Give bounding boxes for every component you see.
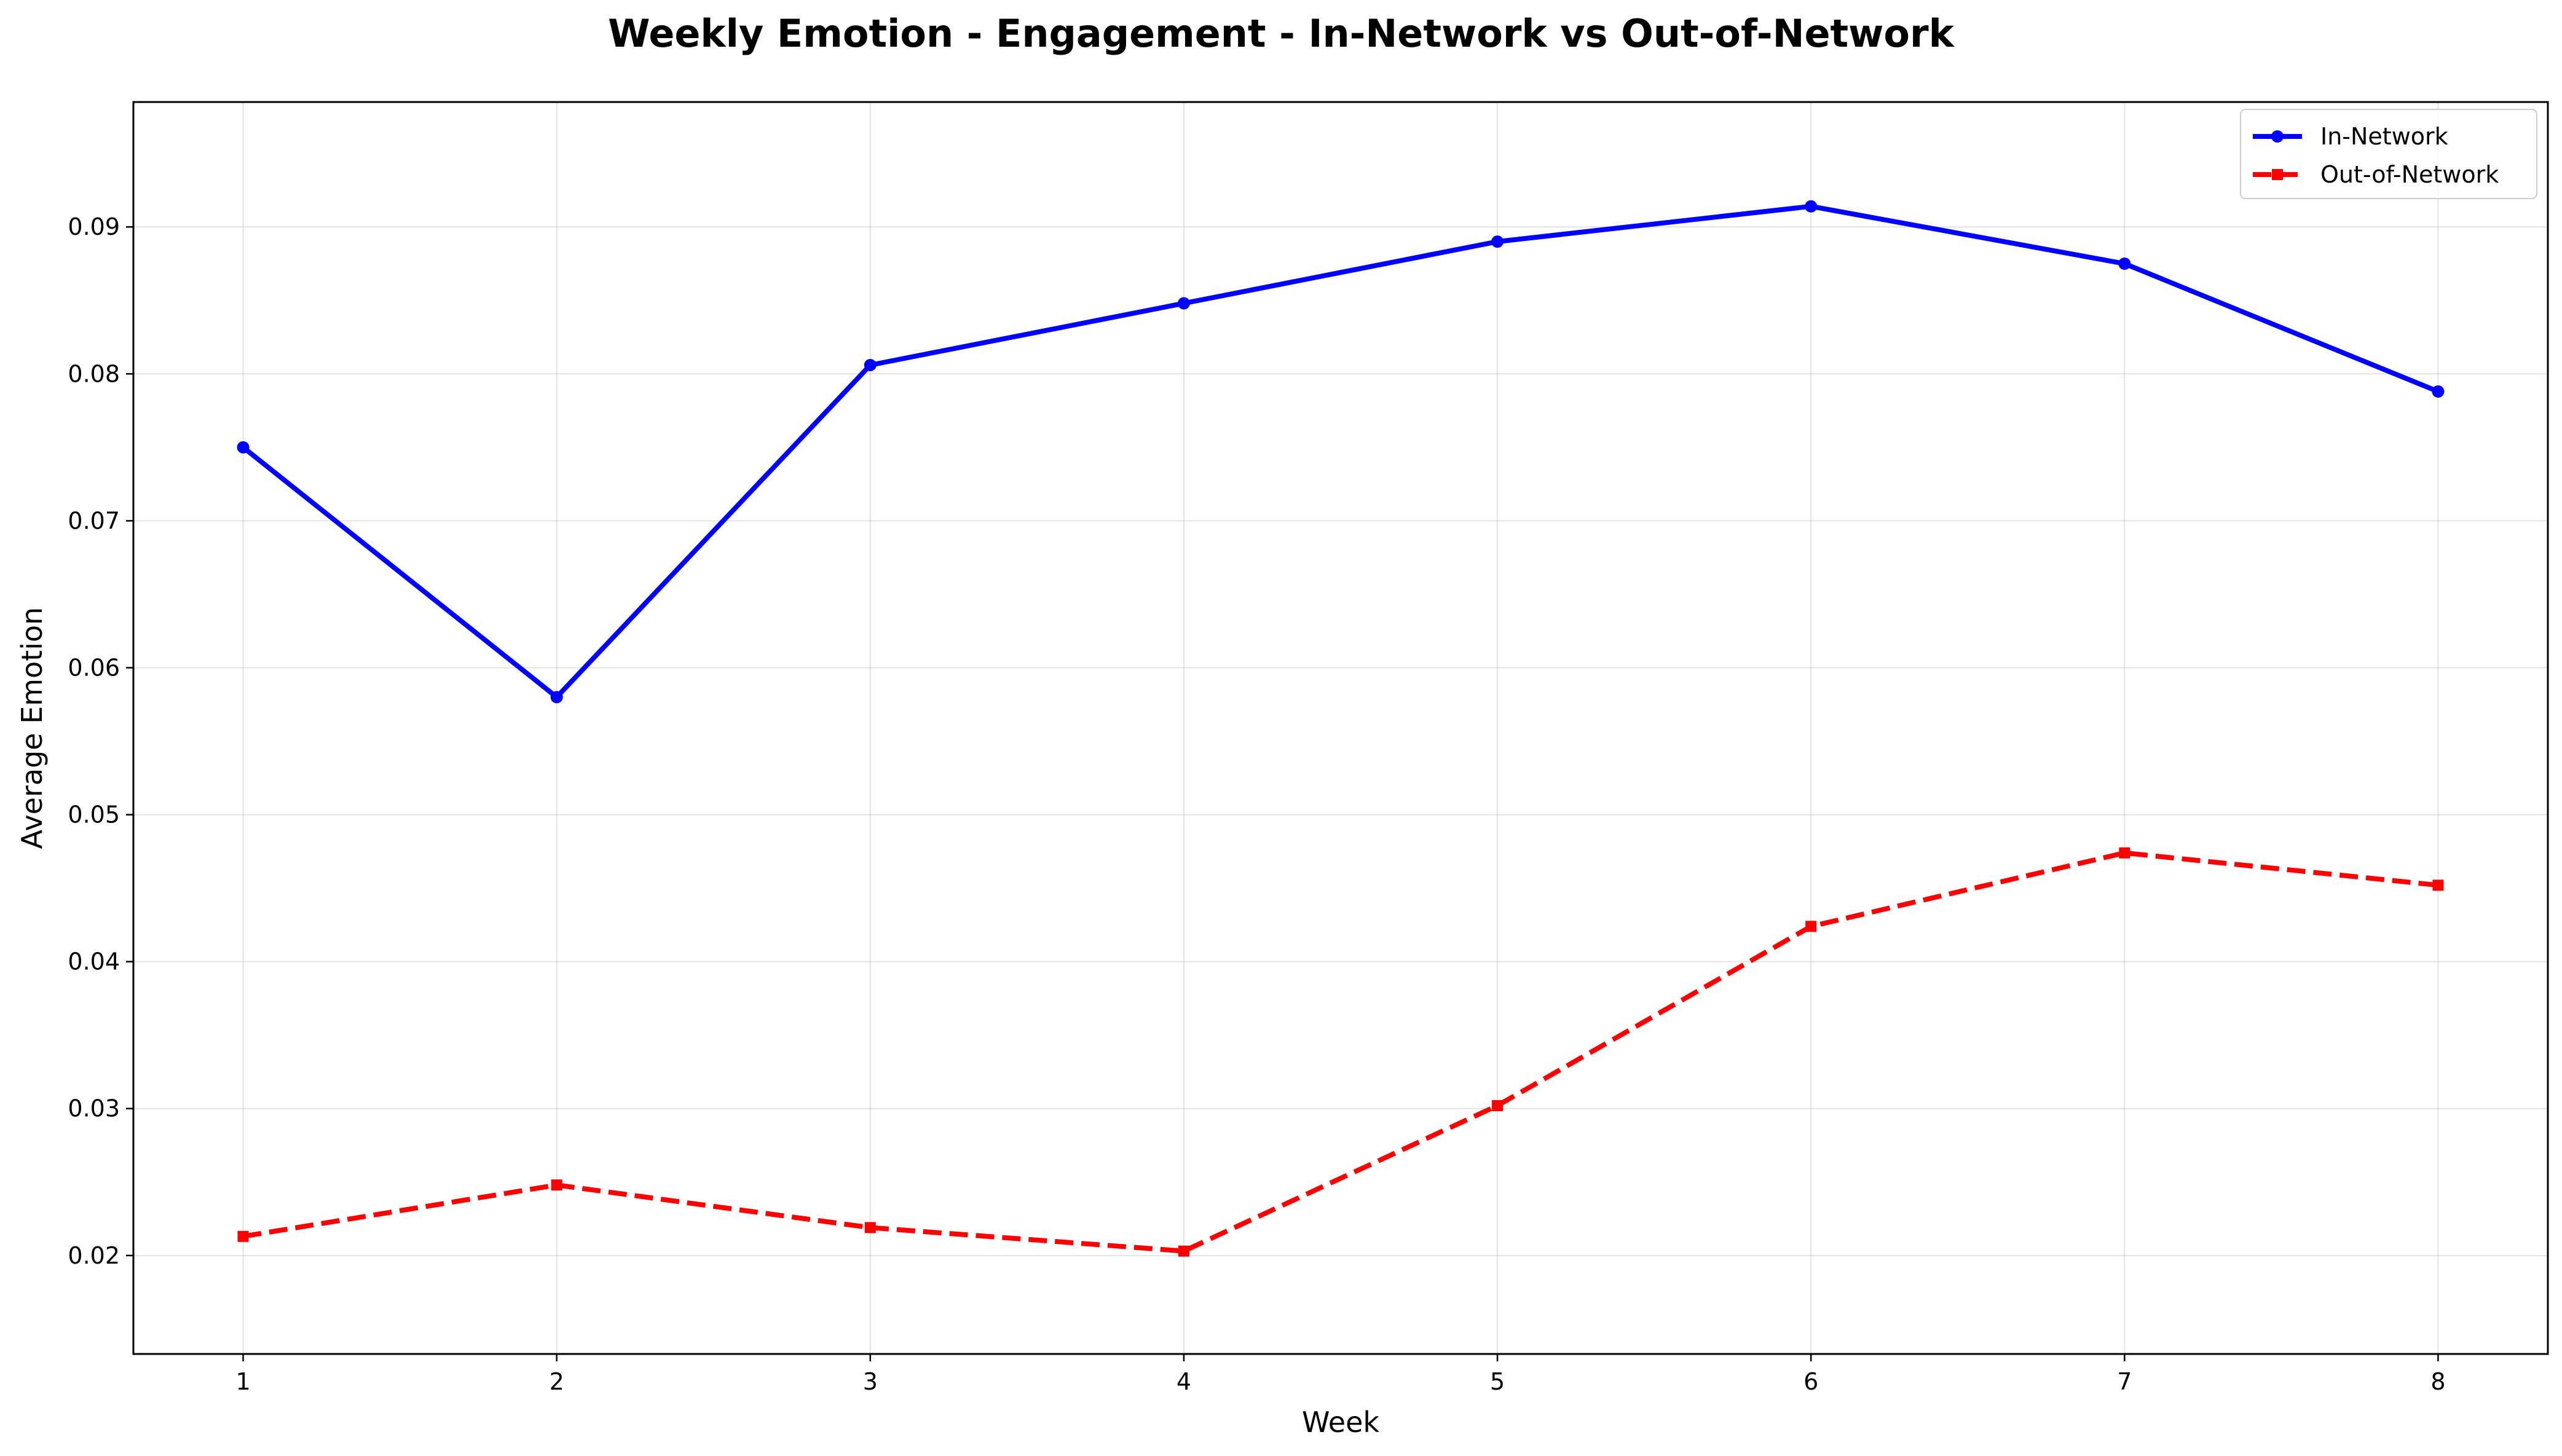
plot-frame <box>132 101 2549 1355</box>
data-point-in-network <box>237 441 250 454</box>
y-tick-label: 0.05 <box>68 801 120 828</box>
y-tick-label: 0.06 <box>68 654 120 681</box>
data-point-out-of-network <box>864 1222 876 1234</box>
y-tick-label: 0.02 <box>68 1242 120 1269</box>
legend-label: Out-of-Network <box>2320 161 2499 188</box>
series-out-of-network <box>237 847 2444 1257</box>
data-point-out-of-network <box>2432 880 2444 891</box>
legend-swatch-marker <box>2272 169 2283 180</box>
y-axis-label: Average Emotion <box>15 607 49 849</box>
series-line-in-network <box>242 203 2440 700</box>
x-tick-label: 3 <box>863 1368 878 1395</box>
data-point-out-of-network <box>2119 847 2130 859</box>
legend-box <box>2240 109 2537 199</box>
grid-lines <box>133 102 2548 1354</box>
data-point-out-of-network <box>551 1179 562 1191</box>
data-point-out-of-network <box>1805 921 1817 932</box>
y-tick-label: 0.08 <box>68 360 120 387</box>
chart-title: Weekly Emotion - Engagement - In-Network… <box>608 11 1955 56</box>
y-tick-label: 0.07 <box>68 507 120 534</box>
data-point-in-network <box>2432 385 2445 398</box>
data-point-in-network <box>550 691 563 704</box>
x-tick-label: 1 <box>235 1368 250 1395</box>
y-tick-label: 0.09 <box>68 213 120 240</box>
legend-swatch-marker <box>2271 130 2284 143</box>
data-point-out-of-network <box>1492 1100 1504 1111</box>
axis-ticks: 1 2 3 4 5 6 7 8 0.02 0.03 0.04 0.05 0.06 0.07 0.08 0.09 <box>68 213 2445 1395</box>
data-point-in-network <box>864 358 877 371</box>
data-point-out-of-network <box>1178 1245 1189 1257</box>
data-point-in-network <box>2118 257 2131 270</box>
legend-item-in-network: In-Network <box>2253 123 2448 150</box>
y-tick-label: 0.04 <box>68 948 120 975</box>
data-point-in-network <box>1177 297 1190 310</box>
x-tick-label: 4 <box>1177 1368 1191 1395</box>
legend-label: In-Network <box>2320 123 2448 150</box>
series-layer <box>237 200 2445 1257</box>
data-point-in-network <box>1491 235 1504 248</box>
data-point-out-of-network <box>237 1230 249 1242</box>
y-tick-label: 0.03 <box>68 1095 120 1122</box>
series-line-out-of-network <box>242 850 2438 1254</box>
legend-item-out-of-network: Out-of-Network <box>2253 161 2499 188</box>
series-in-network <box>237 200 2445 704</box>
x-tick-label: 5 <box>1490 1368 1505 1395</box>
x-tick-label: 8 <box>2430 1368 2445 1395</box>
x-tick-label: 6 <box>1803 1368 1818 1395</box>
x-tick-label: 2 <box>550 1368 564 1395</box>
x-tick-label: 7 <box>2117 1368 2132 1395</box>
data-point-in-network <box>1805 200 1818 213</box>
x-axis-label: Week <box>1302 1406 1379 1439</box>
legend: In-Network Out-of-Network <box>2240 109 2537 199</box>
